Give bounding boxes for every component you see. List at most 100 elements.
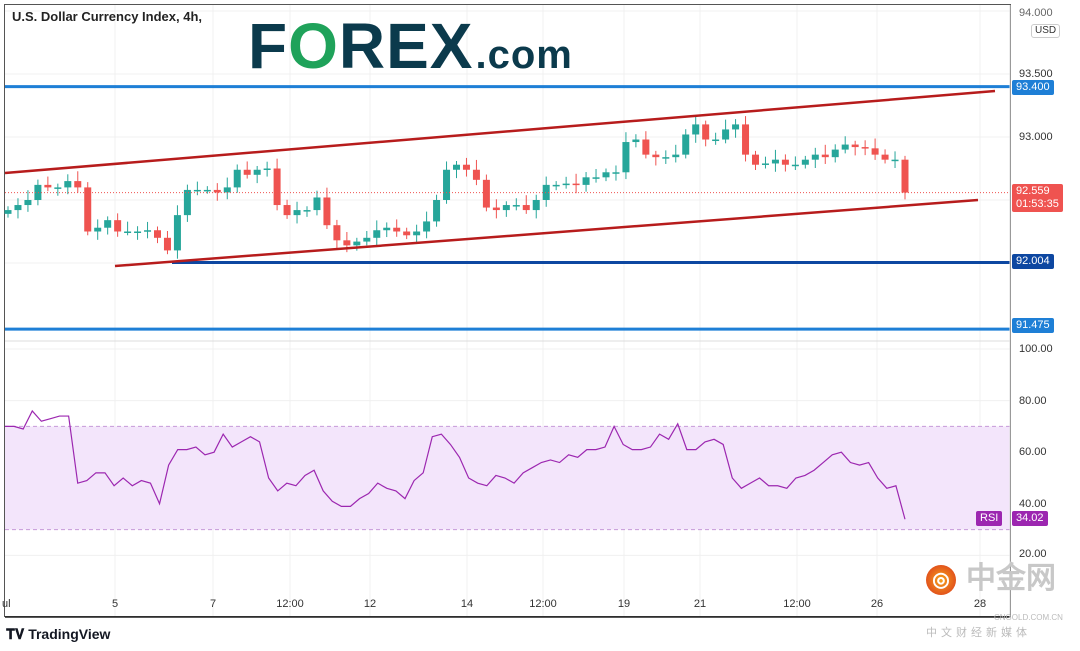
candle-body bbox=[482, 179, 490, 208]
chart-title: U.S. Dollar Currency Index, 4h, bbox=[12, 9, 202, 24]
forex-logo: FOREX.com bbox=[248, 10, 573, 82]
time-label: 14 bbox=[460, 598, 474, 610]
rsi-tick: 100.00 bbox=[1019, 343, 1053, 355]
candle-body bbox=[193, 189, 201, 192]
candle-body bbox=[154, 230, 161, 238]
candle-body bbox=[163, 237, 171, 251]
candle-body bbox=[203, 189, 211, 192]
support-price-tag: 92.004 bbox=[1012, 254, 1054, 269]
lower-level-price-tag: 91.475 bbox=[1012, 318, 1054, 333]
cngold-watermark: ◎ 中金网 CNGOLD.COM.CN 中文财经新媒体 bbox=[926, 562, 1063, 639]
rsi-tick: 60.00 bbox=[1019, 446, 1047, 458]
candle-body bbox=[602, 172, 610, 178]
candle-body bbox=[512, 205, 520, 207]
candle-body bbox=[462, 164, 470, 170]
price-tick: 93.500 bbox=[1019, 68, 1053, 80]
time-label: 21 bbox=[693, 598, 707, 610]
rsi-tick: 40.00 bbox=[1019, 498, 1047, 510]
candle-body bbox=[84, 187, 92, 232]
candle-body bbox=[861, 147, 869, 149]
candle-body bbox=[502, 205, 510, 211]
candle-body bbox=[343, 240, 351, 246]
candle-body bbox=[313, 197, 321, 211]
time-label: 19 bbox=[617, 598, 631, 610]
candle-body bbox=[64, 181, 72, 188]
candle-body bbox=[712, 139, 720, 142]
candle-body bbox=[901, 159, 909, 193]
candle-body bbox=[144, 230, 152, 232]
candle-body bbox=[522, 205, 530, 211]
candle-body bbox=[732, 124, 740, 130]
candle-body bbox=[632, 139, 640, 143]
candle-body bbox=[453, 164, 460, 170]
time-label: 12:00 bbox=[783, 598, 811, 610]
candle-body bbox=[323, 197, 331, 226]
candle-body bbox=[672, 154, 680, 158]
candle-body bbox=[622, 142, 630, 173]
candle-body bbox=[243, 169, 251, 175]
candle-body bbox=[771, 159, 779, 164]
candle-body bbox=[393, 227, 401, 232]
time-label: 7 bbox=[209, 598, 217, 610]
candle-body bbox=[722, 129, 730, 140]
candle-body bbox=[811, 154, 819, 160]
rsi-name-tag: RSI bbox=[976, 511, 1003, 526]
candle-body bbox=[183, 189, 191, 216]
candle-body bbox=[74, 181, 82, 188]
candle-body bbox=[472, 169, 480, 180]
candle-body bbox=[652, 154, 660, 158]
bar-countdown: 01:53:35 bbox=[1016, 198, 1059, 210]
time-label: 26 bbox=[870, 598, 884, 610]
candle-body bbox=[682, 134, 690, 155]
channel-lower-line bbox=[114, 198, 979, 268]
candle-body bbox=[702, 124, 710, 140]
candle-body bbox=[273, 168, 281, 206]
candle-body bbox=[582, 177, 590, 185]
candle-body bbox=[353, 241, 361, 246]
candle-body bbox=[742, 124, 750, 155]
candle-body bbox=[692, 124, 700, 135]
candle-body bbox=[562, 183, 570, 186]
time-label: ul bbox=[2, 598, 11, 610]
candle-body bbox=[423, 221, 431, 232]
candle-body bbox=[383, 227, 391, 231]
candle-body bbox=[104, 220, 112, 228]
candle-body bbox=[303, 210, 311, 212]
candle-body bbox=[24, 200, 32, 206]
candle-body bbox=[592, 177, 600, 179]
candle-body bbox=[752, 154, 759, 165]
rsi-tick: 80.00 bbox=[1019, 395, 1047, 407]
candle-body bbox=[94, 227, 102, 232]
candle-body bbox=[821, 154, 829, 158]
candle-body bbox=[263, 168, 271, 170]
resistance-price-tag: 93.400 bbox=[1012, 80, 1054, 95]
channel-upper-line bbox=[4, 89, 996, 175]
candle-body bbox=[14, 205, 22, 211]
candle-body bbox=[871, 148, 879, 155]
candle-body bbox=[532, 200, 540, 211]
candle-body bbox=[572, 183, 580, 186]
rsi-band bbox=[5, 426, 1010, 530]
candle-body bbox=[831, 149, 839, 158]
candle-body bbox=[403, 231, 411, 236]
rsi-line bbox=[5, 409, 906, 520]
last-price-tag: 92.559 01:53:35 bbox=[1012, 184, 1063, 212]
candle-body bbox=[114, 220, 122, 232]
time-label: 12:00 bbox=[529, 598, 557, 610]
candle-body bbox=[363, 237, 371, 242]
tradingview-brand[interactable]: 𝐓𝐕 TradingView bbox=[6, 626, 111, 642]
candle-body bbox=[642, 139, 650, 155]
candle-body bbox=[134, 231, 142, 233]
candle-body bbox=[213, 189, 221, 193]
currency-badge[interactable]: USD bbox=[1031, 24, 1061, 38]
time-label: 5 bbox=[111, 598, 119, 610]
time-label: 28 bbox=[973, 598, 987, 610]
candle-body bbox=[44, 184, 52, 188]
candle-body bbox=[542, 184, 550, 200]
candle-body bbox=[4, 210, 12, 214]
candle-body bbox=[34, 184, 42, 200]
candle-body bbox=[552, 184, 560, 187]
candle-body bbox=[881, 154, 889, 160]
time-label: 12:00 bbox=[276, 598, 304, 610]
